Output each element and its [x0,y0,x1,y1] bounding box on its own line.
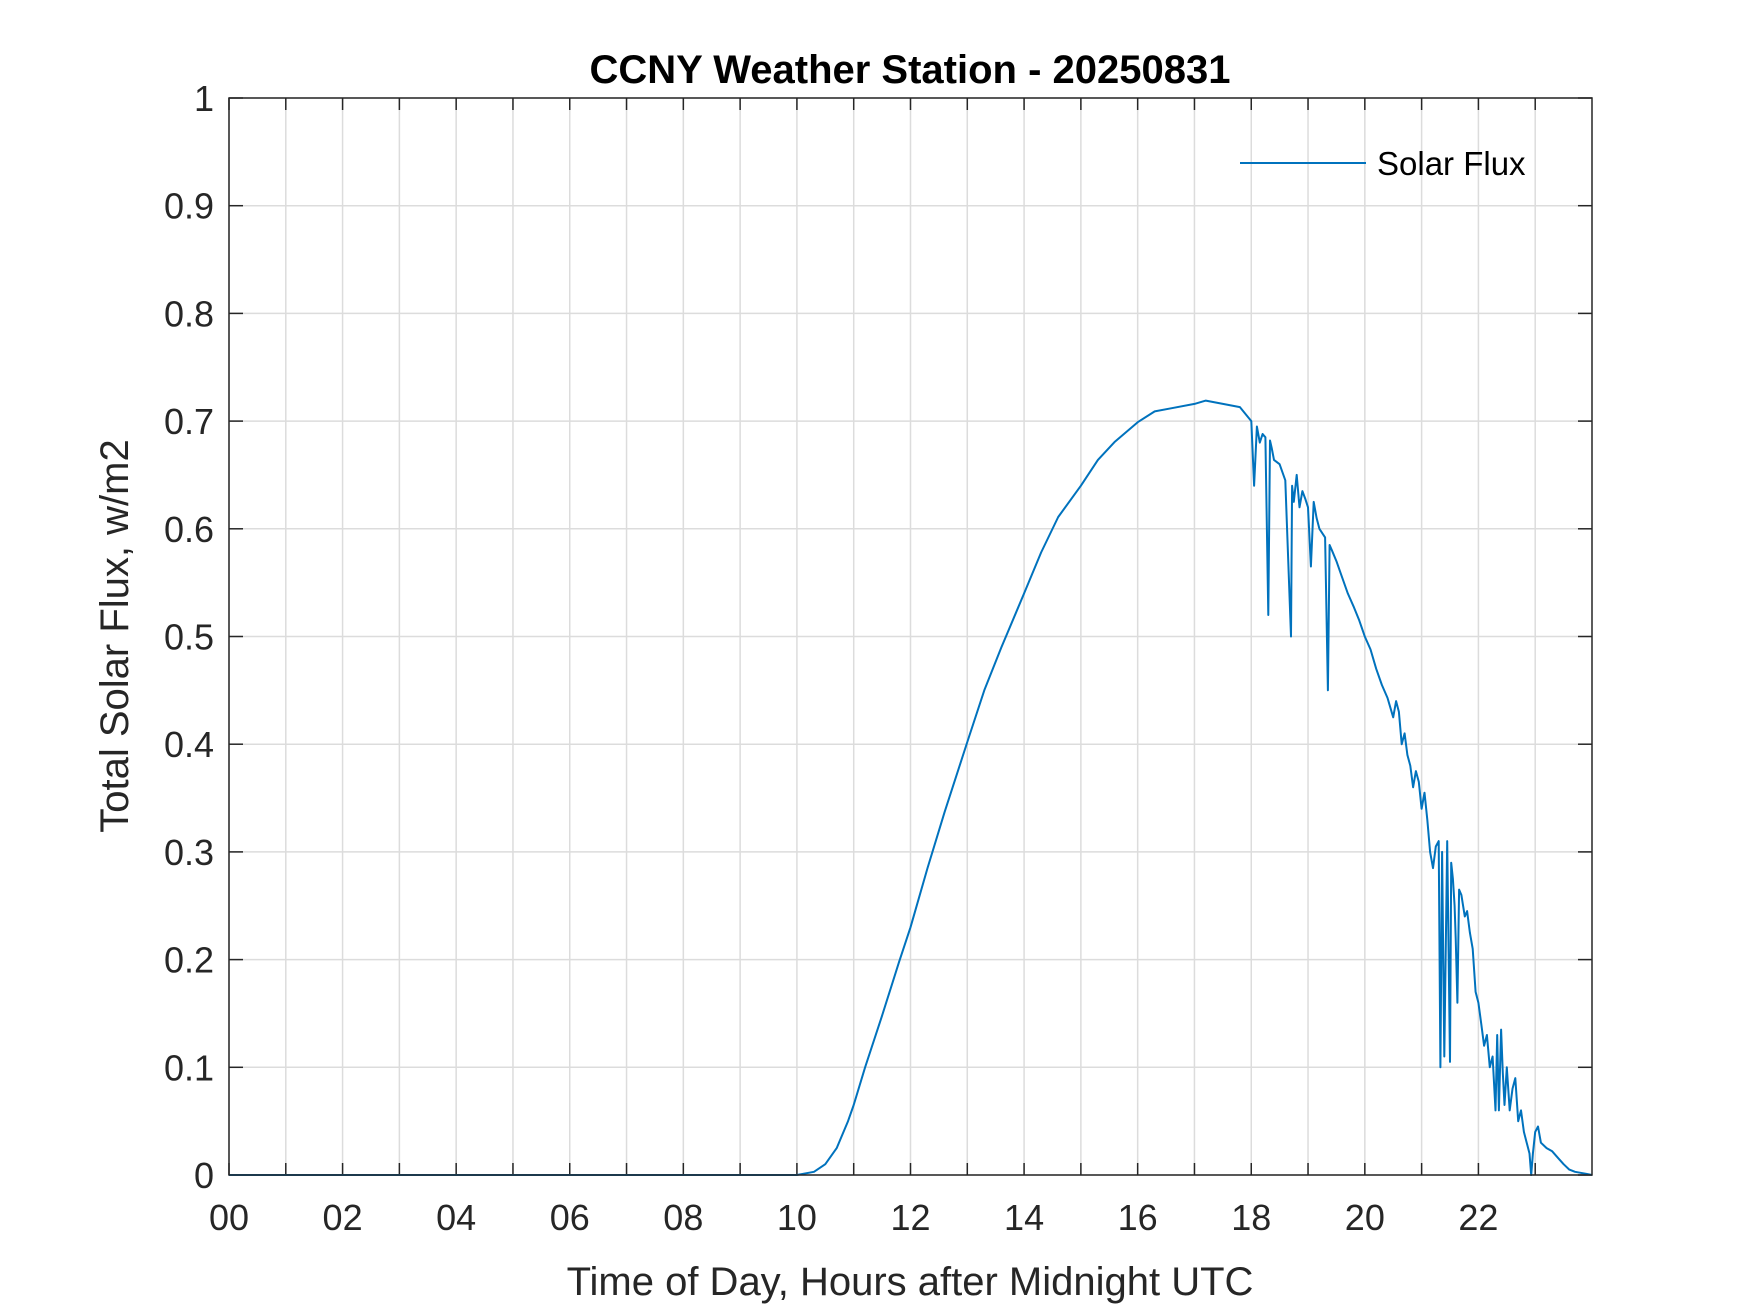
y-tick-label: 0.9 [164,186,214,227]
series-line-solar-flux [229,399,1593,1176]
x-tick-label: 14 [1004,1197,1044,1238]
legend: Solar Flux [1240,145,1526,182]
x-axis-label: Time of Day, Hours after Midnight UTC [567,1260,1254,1304]
y-tick-label: 0.1 [164,1047,214,1088]
legend-label-solar-flux: Solar Flux [1377,145,1526,182]
y-tick-label: 0 [194,1155,214,1196]
y-tick-label: 0.5 [164,617,214,658]
y-tick-label: 0.6 [164,509,214,550]
chart-title: CCNY Weather Station - 20250831 [590,48,1231,92]
y-tick-label: 0.3 [164,832,214,873]
y-tick-label: 0.8 [164,293,214,334]
x-tick-label: 10 [777,1197,817,1238]
y-tick-label: 0.7 [164,401,214,442]
x-tick-label: 22 [1458,1197,1498,1238]
y-axis-label: Total Solar Flux, w/m2 [93,439,137,832]
ticks [228,97,1592,1176]
x-tick-label: 02 [323,1197,363,1238]
x-tick-label: 16 [1118,1197,1158,1238]
x-tick-label: 08 [663,1197,703,1238]
x-tick-label: 04 [436,1197,476,1238]
x-tick-labels: 00 02 04 06 08 10 12 14 16 18 20 22 [209,1197,1498,1238]
x-tick-label: 12 [890,1197,930,1238]
x-tick-label: 20 [1345,1197,1385,1238]
series-layer [229,399,1593,1176]
y-tick-labels: 0 0.1 0.2 0.3 0.4 0.5 0.6 0.7 0.8 0.9 1 [164,78,214,1196]
x-tick-label: 18 [1231,1197,1271,1238]
y-tick-label: 1 [194,78,214,119]
y-tick-label: 0.4 [164,724,214,765]
y-tick-label: 0.2 [164,940,214,981]
x-tick-label: 06 [550,1197,590,1238]
axes-box [228,97,1593,1176]
x-tick-label: 00 [209,1197,249,1238]
